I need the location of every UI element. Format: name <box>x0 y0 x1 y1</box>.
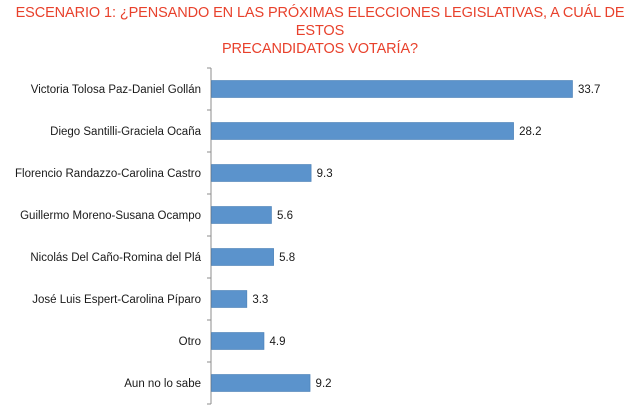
category-label: Diego Santilli-Graciela Ocaña <box>50 126 201 138</box>
category-label: Nicolás Del Caño-Romina del Plá <box>30 252 201 264</box>
bar <box>211 80 573 98</box>
category-labels-group: Victoria Tolosa Paz-Daniel Gollán Diego S… <box>15 84 202 390</box>
category-label: Guillermo Moreno-Susana Ocampo <box>20 210 201 222</box>
value-label: 5.8 <box>279 252 295 264</box>
value-label: 5.6 <box>277 210 293 222</box>
value-labels-group: 33.7 28.2 9.3 5.6 5.8 3.3 4.9 9.2 <box>252 84 600 390</box>
bar <box>211 164 312 182</box>
bar <box>211 374 311 392</box>
category-label: Aun no lo sabe <box>124 378 201 390</box>
value-label: 4.9 <box>269 336 285 348</box>
bar <box>211 206 272 224</box>
category-label: Otro <box>179 336 201 348</box>
value-label: 3.3 <box>252 294 268 306</box>
chart-title: ESCENARIO 1: ¿PENSANDO EN LAS PRÓXIMAS E… <box>0 4 640 58</box>
bar <box>211 290 248 308</box>
category-label: Florencio Randazzo-Carolina Castro <box>15 168 201 180</box>
value-label: 33.7 <box>578 84 600 96</box>
value-label: 9.2 <box>316 378 332 390</box>
bar <box>211 122 514 140</box>
value-label: 28.2 <box>519 126 541 138</box>
bars-group <box>211 80 573 392</box>
chart-title-line-2: PRECANDIDATOS VOTARÍA? <box>221 41 418 57</box>
category-label: José Luis Espert-Carolina Píparo <box>32 294 201 306</box>
category-label: Victoria Tolosa Paz-Daniel Gollán <box>31 84 201 96</box>
value-label: 9.3 <box>317 168 333 180</box>
bar <box>211 248 274 266</box>
bar <box>211 332 265 350</box>
y-axis-ticks <box>207 67 211 405</box>
chart-title-line-1: ESCENARIO 1: ¿PENSANDO EN LAS PRÓXIMAS E… <box>15 5 625 39</box>
